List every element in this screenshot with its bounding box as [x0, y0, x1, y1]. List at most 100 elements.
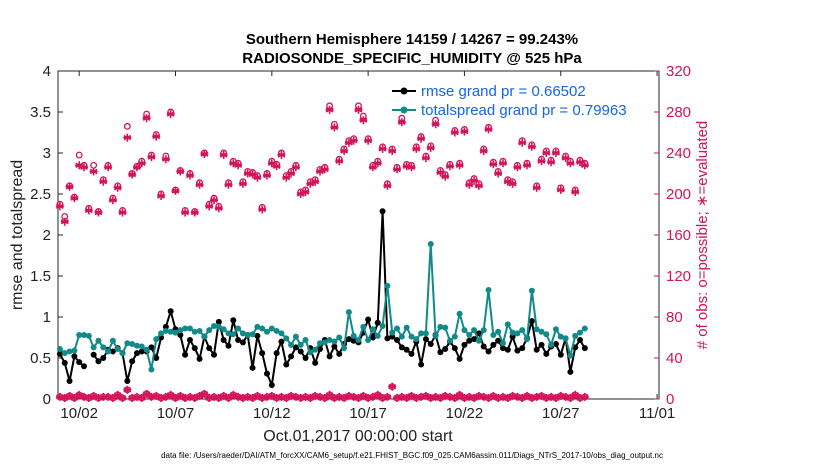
totalspread-point [249, 331, 256, 338]
totalspread-point [206, 327, 213, 334]
obs_evaluated-marker [470, 176, 479, 185]
obs_evaluated_low-marker [224, 394, 233, 402]
obs_evaluated_low-marker [306, 394, 315, 402]
x-tick-label: 10/12 [253, 405, 291, 422]
obs_evaluated-marker [378, 144, 387, 153]
x-axis-label: Oct.01,2017 00:00:00 start [263, 428, 453, 445]
totalspread-point [326, 336, 333, 343]
totalspread-point [220, 326, 227, 333]
obs_evaluated_low-marker [407, 391, 416, 400]
totalspread-point [355, 336, 362, 343]
obs_evaluated_low-marker [474, 391, 483, 400]
obs_evaluated-marker [70, 194, 79, 203]
obs_evaluated_low-marker [263, 392, 271, 401]
rmse-point [331, 343, 338, 350]
obs_evaluated-marker [248, 170, 257, 179]
obs_evaluated_low-marker [484, 394, 493, 402]
totalspread-point [475, 337, 482, 344]
obs_evaluated-marker [397, 118, 406, 127]
totalspread-point [302, 336, 309, 343]
obs_evaluated-marker [566, 159, 575, 168]
y-tick-label: 3 [43, 145, 51, 162]
obs_evaluated-marker [296, 190, 305, 198]
totalspread-point [114, 345, 121, 352]
totalspread-point [244, 332, 251, 339]
y-axis-label: rmse and totalspread [9, 160, 26, 310]
y-axis-right: 0 40 80 120 160 200 240 280 320 [654, 63, 691, 408]
rmse-point [442, 345, 449, 352]
obs_evaluated_low-marker [450, 394, 459, 402]
obs_evaluated_low-marker [580, 392, 589, 401]
totalspread-point [331, 338, 338, 345]
obs_evaluated-marker [113, 183, 122, 192]
obs_evaluated-marker [99, 177, 108, 186]
rmse-point [71, 353, 78, 360]
totalspread-point [567, 352, 574, 359]
obs_evaluated-marker [441, 172, 450, 181]
obs_evaluated-marker [580, 161, 589, 170]
legend-totalspread-label: totalspread grand pr = 0.79963 [421, 102, 627, 119]
obs_evaluated_low-marker [190, 394, 199, 402]
footnote: data file: /Users/raeder/DAI/ATM_forcXX/… [161, 451, 663, 460]
obs_evaluated_low-marker [60, 394, 69, 402]
obs_evaluated_low-marker [219, 391, 228, 400]
obs_evaluated_low-marker [325, 390, 334, 399]
totalspread-point [235, 325, 242, 332]
totalspread-point [316, 340, 323, 347]
y-tick-label: 2 [43, 227, 51, 244]
obs_evaluated-marker [388, 147, 397, 155]
obs_evaluated_low-marker [157, 394, 166, 402]
obs_evaluated_low-marker [147, 392, 156, 401]
obs_evaluated_low-marker [128, 394, 137, 402]
rmse-point [162, 323, 169, 330]
obs_evaluated_low-marker [359, 391, 368, 400]
obs_evaluated_low-marker [494, 394, 503, 402]
obs_evaluated_low-marker [55, 392, 64, 401]
totalspread-point [215, 323, 222, 330]
rmse-point [557, 351, 564, 358]
obs_evaluated_low-marker [316, 392, 324, 401]
obs_evaluated_low-marker [253, 391, 262, 400]
obs_evaluated_low-marker [137, 394, 146, 402]
rmse-point [288, 353, 295, 360]
obs_evaluated_low-marker [229, 390, 238, 399]
obs_evaluated-marker [190, 208, 199, 217]
obs_evaluated-marker [229, 159, 238, 168]
rmse-point [418, 361, 425, 368]
rmse-point [182, 351, 189, 358]
totalspread-point [413, 336, 420, 343]
obs_evaluated_low-marker [200, 389, 209, 398]
rmse-point [312, 359, 319, 366]
rmse-point [480, 343, 487, 350]
obs_evaluated-marker [186, 171, 194, 180]
totalspread-point [418, 330, 425, 337]
obs_evaluated_low-marker [277, 392, 286, 401]
x-tick-label: 10/22 [446, 405, 484, 422]
obs_evaluated-marker [494, 169, 503, 178]
rmse-point [490, 341, 497, 348]
totalspread-point [557, 333, 564, 340]
totalspread-point [100, 344, 107, 351]
obs_evaluated-marker [330, 123, 339, 132]
obs_evaluated-marker [133, 163, 141, 172]
totalspread-point [278, 330, 285, 337]
y2-tick-label: 200 [666, 186, 691, 203]
totalspread-point [186, 325, 193, 332]
totalspread-point [196, 327, 203, 334]
rmse-point [451, 345, 458, 352]
obs_evaluated_low-marker [80, 392, 88, 401]
obs_evaluated-marker [499, 159, 507, 168]
totalspread-point [446, 337, 453, 344]
obs_evaluated_low-marker [412, 394, 421, 402]
totalspread-point [577, 329, 584, 336]
rmse-point [167, 308, 174, 315]
obs_evaluated-marker [436, 168, 445, 177]
obs_evaluated_low-marker [234, 392, 243, 401]
obs_possible-marker [123, 122, 131, 130]
rmse-point [196, 355, 203, 362]
obs_evaluated_low-marker [479, 392, 488, 401]
series-totalspread [56, 241, 588, 373]
obs_evaluated_low-marker [291, 392, 300, 401]
totalspread-point [283, 335, 290, 342]
obs_evaluated-marker [547, 158, 556, 167]
